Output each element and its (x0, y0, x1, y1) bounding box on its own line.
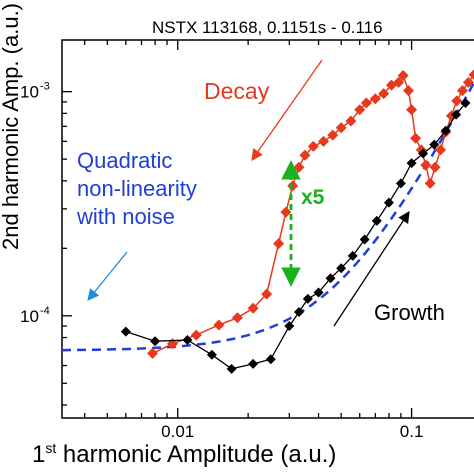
x-axis-label-prefix: 1 (32, 441, 46, 468)
decay-point (406, 104, 418, 116)
growth-point (371, 215, 382, 226)
quadratic-annotation-line-3: with noise (76, 204, 175, 229)
growth-point (150, 336, 161, 347)
decay-point (231, 312, 243, 324)
decay-point (273, 238, 285, 250)
growth-point (313, 287, 324, 298)
growth-point (182, 334, 193, 345)
growth-point (325, 273, 336, 284)
growth-point (418, 148, 429, 159)
decay-arrow (251, 59, 323, 161)
decay-annotation: Decay (204, 78, 270, 104)
decay-point (420, 159, 432, 171)
x-axis-label: 1st harmonic Amplitude (a.u.) (32, 440, 336, 469)
growth-point (395, 178, 406, 189)
decay-point (378, 88, 390, 100)
x-tick-label: 0.01 (161, 422, 194, 441)
x5-annotation: x5 (301, 186, 325, 209)
y-tick-label: 10 (20, 307, 39, 326)
decay-point (397, 70, 409, 82)
decay-point (190, 329, 202, 341)
decay-point (335, 122, 347, 134)
plot-frame (61, 39, 474, 419)
growth-point (336, 263, 347, 274)
y-tick-label-exponent: -4 (40, 305, 50, 317)
growth-point (284, 321, 295, 332)
decay-point (247, 302, 259, 314)
decay-point (393, 76, 405, 88)
growth-point (383, 197, 394, 208)
decay-point (146, 347, 158, 359)
growth-arrow (333, 211, 410, 327)
x-axis-label-rest: harmonic Amplitude (a.u.) (56, 441, 337, 468)
growth-point (265, 354, 276, 365)
x-axis-label-sup: st (45, 440, 57, 456)
decay-point (369, 93, 381, 105)
growth-annotation: Growth (374, 300, 445, 325)
noise-arrow (87, 251, 128, 301)
growth-point (406, 158, 417, 169)
growth-point (359, 234, 370, 245)
decay-point (451, 95, 463, 107)
quadratic-annotation-line-2: non-linearity (77, 176, 197, 201)
quadratic-annotation-line-1: Quadratic (77, 148, 172, 173)
decay-point (429, 161, 441, 173)
decay-point (435, 144, 447, 156)
decay-point (261, 288, 273, 300)
decay-point (317, 135, 329, 147)
growth-point (120, 326, 131, 337)
growth-point (429, 139, 440, 150)
growth-point (440, 125, 451, 136)
growth-point (226, 363, 237, 374)
y-tick-label-exponent: -3 (40, 81, 50, 93)
decay-point (345, 115, 357, 127)
y-axis-label: 2nd harmonic Amp. (a.u.) (0, 2, 23, 250)
decay-point (354, 104, 366, 116)
decay-point (468, 69, 474, 81)
growth-series-line (125, 102, 467, 370)
decay-point (213, 319, 225, 331)
y-tick-labels: 10-410-3 (20, 81, 50, 326)
growth-point (293, 306, 304, 317)
growth-point (248, 358, 259, 369)
decay-point (293, 161, 305, 173)
growth-point (451, 109, 462, 120)
decay-point (287, 180, 299, 192)
chart-title: NSTX 113168, 0.1151s - 0.116 (152, 18, 383, 37)
x-tick-label: 0.1 (400, 422, 424, 441)
growth-point (206, 349, 217, 360)
growth-series-points (120, 97, 471, 374)
decay-point (307, 140, 319, 152)
decay-point (299, 149, 311, 161)
growth-point (347, 250, 358, 261)
quadratic-fit-curve (62, 80, 474, 352)
x-tick-labels: 0.01 0.1 (161, 422, 423, 441)
decay-point (360, 97, 372, 109)
decay-point (403, 85, 415, 97)
decay-point (462, 76, 474, 88)
decay-point (456, 85, 468, 97)
decay-point (410, 132, 422, 144)
decay-point (327, 129, 339, 141)
growth-point (302, 293, 313, 304)
y-tick-label: 10 (20, 83, 39, 102)
growth-point (460, 97, 471, 108)
decay-point (424, 177, 436, 189)
